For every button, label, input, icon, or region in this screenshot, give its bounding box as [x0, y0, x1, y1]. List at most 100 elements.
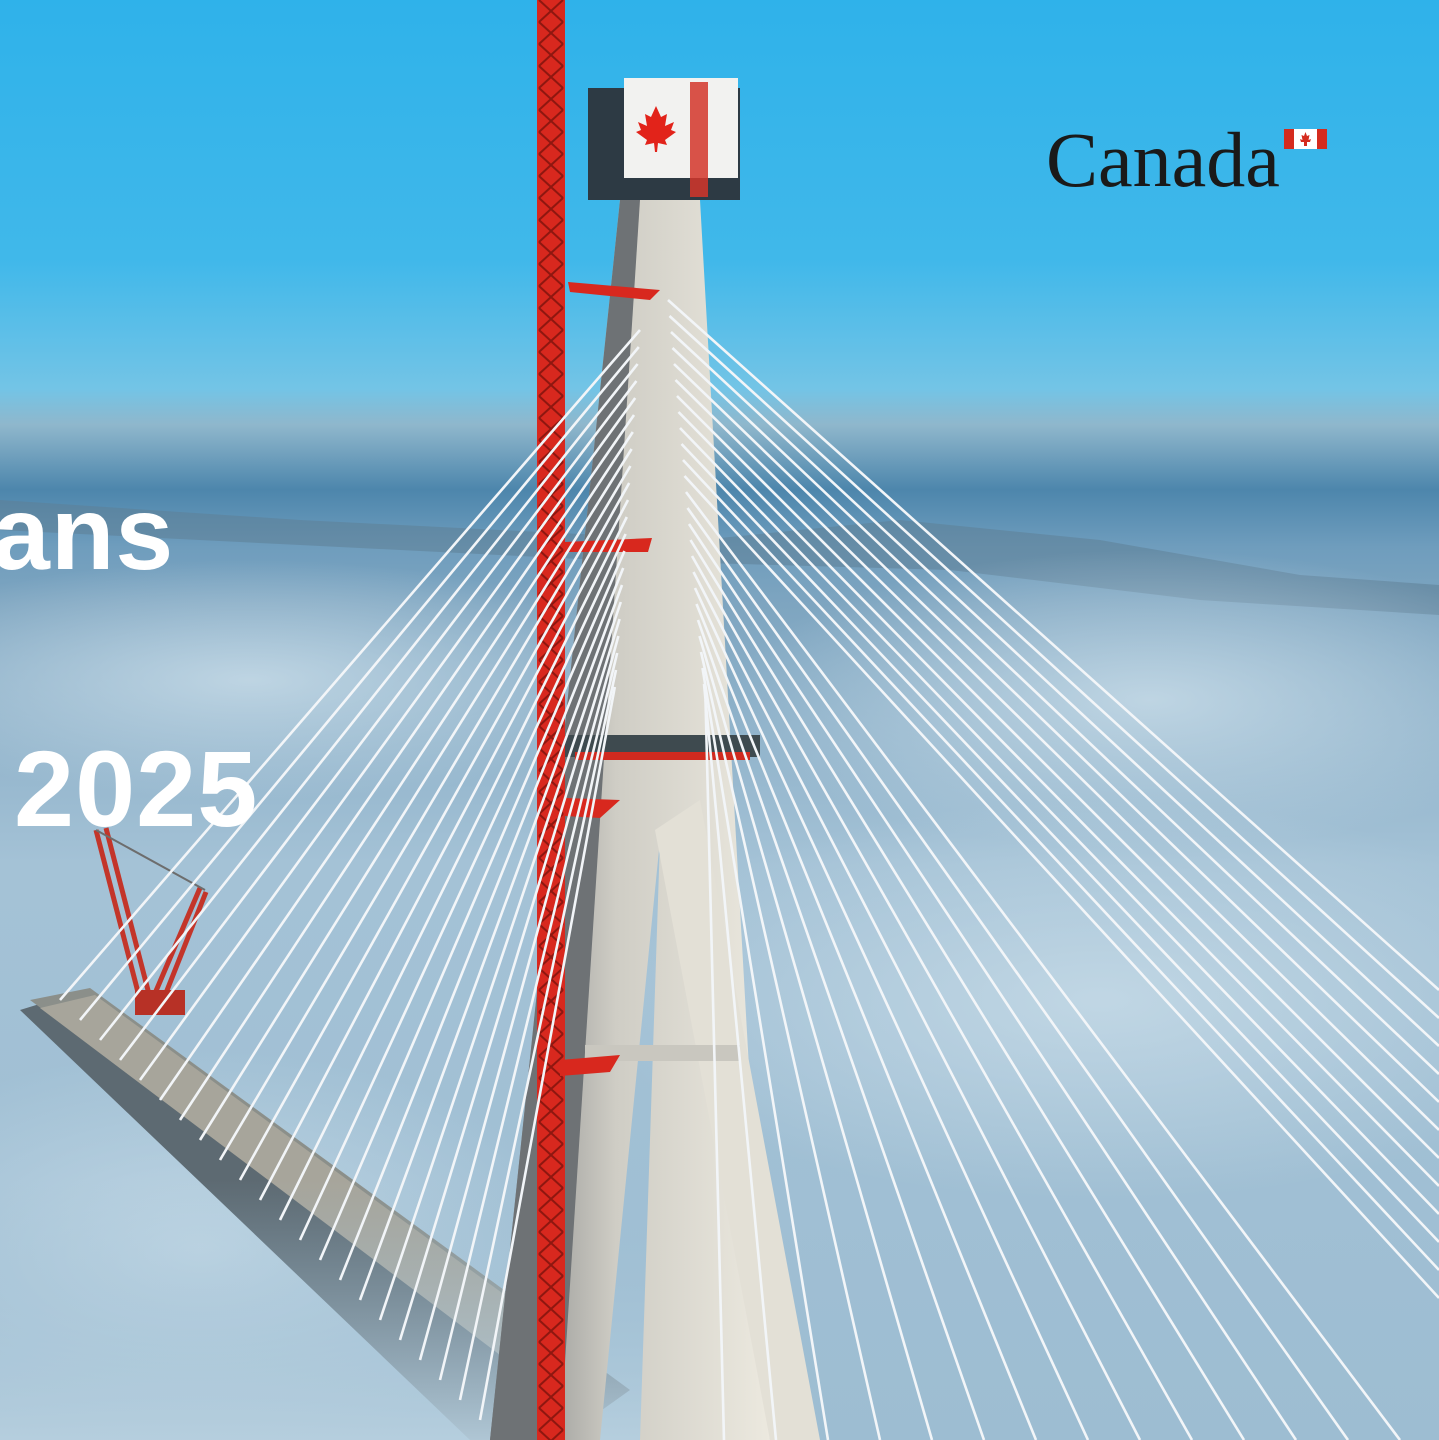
stay-cable	[704, 699, 726, 1440]
stay-cable	[59, 329, 641, 1001]
stay-cable	[318, 550, 626, 1261]
stay-cables	[59, 299, 1439, 1440]
mast-lattice-brace	[538, 329, 564, 353]
stay-cable	[478, 686, 617, 1421]
stay-cable	[78, 346, 640, 1021]
mast-lattice-brace	[538, 307, 564, 331]
stay-cable	[680, 443, 1439, 1243]
canada-flag-icon	[1284, 129, 1327, 149]
stay-cable	[684, 491, 1402, 1440]
mast-lattice-brace	[538, 1297, 564, 1321]
cover-title-fragment: ans	[0, 476, 175, 592]
mast-lattice-brace	[538, 1231, 564, 1255]
mast-lattice-brace	[538, 175, 564, 199]
stay-cable	[98, 363, 639, 1041]
stay-cable	[670, 331, 1439, 1047]
mast-lattice-brace	[538, 153, 564, 177]
mast-lattice-brace	[538, 1165, 564, 1189]
mast-lattice-brace	[538, 1099, 564, 1123]
stay-cable	[695, 603, 1038, 1440]
mast-lattice-brace	[538, 615, 564, 639]
mast-lattice-brace	[538, 21, 564, 45]
mast-lattice-brace	[538, 109, 564, 133]
stay-cable	[701, 667, 830, 1440]
stay-cable	[668, 315, 1439, 1019]
stay-cable	[679, 427, 1439, 1215]
stay-cable	[699, 651, 882, 1440]
mast-lattice-brace	[538, 1077, 564, 1101]
stay-cable	[458, 669, 618, 1401]
stay-cable	[438, 652, 619, 1381]
stay-cable	[677, 411, 1439, 1187]
cover-year: 2025	[14, 728, 259, 849]
mast-lattice-brace	[538, 131, 564, 155]
stay-cable	[690, 555, 1194, 1440]
maple-leaf-icon	[636, 106, 676, 152]
stay-cable	[673, 363, 1439, 1103]
stay-cable	[683, 475, 1439, 1299]
mast-lattice-brace	[538, 703, 564, 727]
mast-lattice-brace	[538, 1341, 564, 1365]
stay-cable	[692, 571, 1142, 1440]
canada-wordmark: Canada	[1046, 118, 1336, 202]
mast-lattice-brace	[538, 263, 564, 287]
mast-lattice-brace	[538, 285, 564, 309]
stay-cable	[118, 380, 638, 1061]
stay-cable	[338, 567, 625, 1281]
mast-lattice-brace	[538, 901, 564, 925]
bridge-deck	[0, 988, 700, 1440]
mast-lattice-brace	[538, 43, 564, 67]
stay-cable	[238, 482, 631, 1181]
stay-cable	[682, 459, 1439, 1271]
stay-cable	[686, 507, 1350, 1440]
mast-lattice-brace	[538, 1407, 564, 1431]
stay-cable	[138, 397, 637, 1081]
stay-cable	[687, 523, 1298, 1440]
stay-cable	[158, 414, 636, 1101]
mast-lattice-brace	[538, 197, 564, 221]
mast-lattice-brace	[550, 1429, 564, 1440]
stay-cable	[218, 465, 632, 1161]
mast-lattice-brace	[538, 1143, 564, 1167]
stay-cable	[198, 448, 633, 1141]
stay-cable	[278, 516, 628, 1221]
mast-lattice-brace	[538, 879, 564, 903]
stay-cable	[178, 431, 634, 1121]
stay-cable	[674, 379, 1439, 1131]
mast-lattice-brace	[538, 1363, 564, 1387]
mast-lattice-brace	[538, 0, 564, 23]
stay-cable	[693, 587, 1090, 1440]
mast-lattice-brace	[538, 1253, 564, 1277]
mast-lattice-brace	[538, 945, 564, 969]
mast-lattice-brace	[538, 1319, 564, 1343]
stay-cable	[418, 635, 620, 1361]
mast-lattice-brace	[538, 395, 564, 419]
wordmark-text: Canada	[1046, 116, 1280, 203]
mast-lattice-brace	[538, 1209, 564, 1233]
mast-lattice-brace	[538, 87, 564, 111]
stay-cable	[676, 395, 1439, 1159]
mast-lattice-brace	[538, 1187, 564, 1211]
stay-cable	[698, 635, 934, 1440]
mast-lattice-brace	[538, 351, 564, 375]
stay-cable	[358, 584, 624, 1301]
mast-lattice-brace	[538, 857, 564, 881]
mast-lattice-brace	[538, 1011, 564, 1035]
mast-lattice-brace	[538, 1385, 564, 1409]
mast-lattice-brace	[538, 923, 564, 947]
stay-cable	[671, 347, 1439, 1075]
stay-cable	[378, 601, 623, 1321]
mast-lattice-brace	[538, 1121, 564, 1145]
mast-lattice-brace	[538, 219, 564, 243]
mast-lattice-brace	[538, 1275, 564, 1299]
mast-lattice-brace	[538, 373, 564, 397]
stay-cable	[702, 683, 778, 1440]
stay-cable	[689, 539, 1246, 1440]
mast-lattice-brace	[538, 791, 564, 815]
mast-lattice-brace	[538, 65, 564, 89]
stay-cable	[298, 533, 627, 1241]
mast-lattice-brace	[538, 1429, 552, 1440]
stay-cable	[667, 299, 1439, 991]
stay-cable	[258, 499, 630, 1201]
